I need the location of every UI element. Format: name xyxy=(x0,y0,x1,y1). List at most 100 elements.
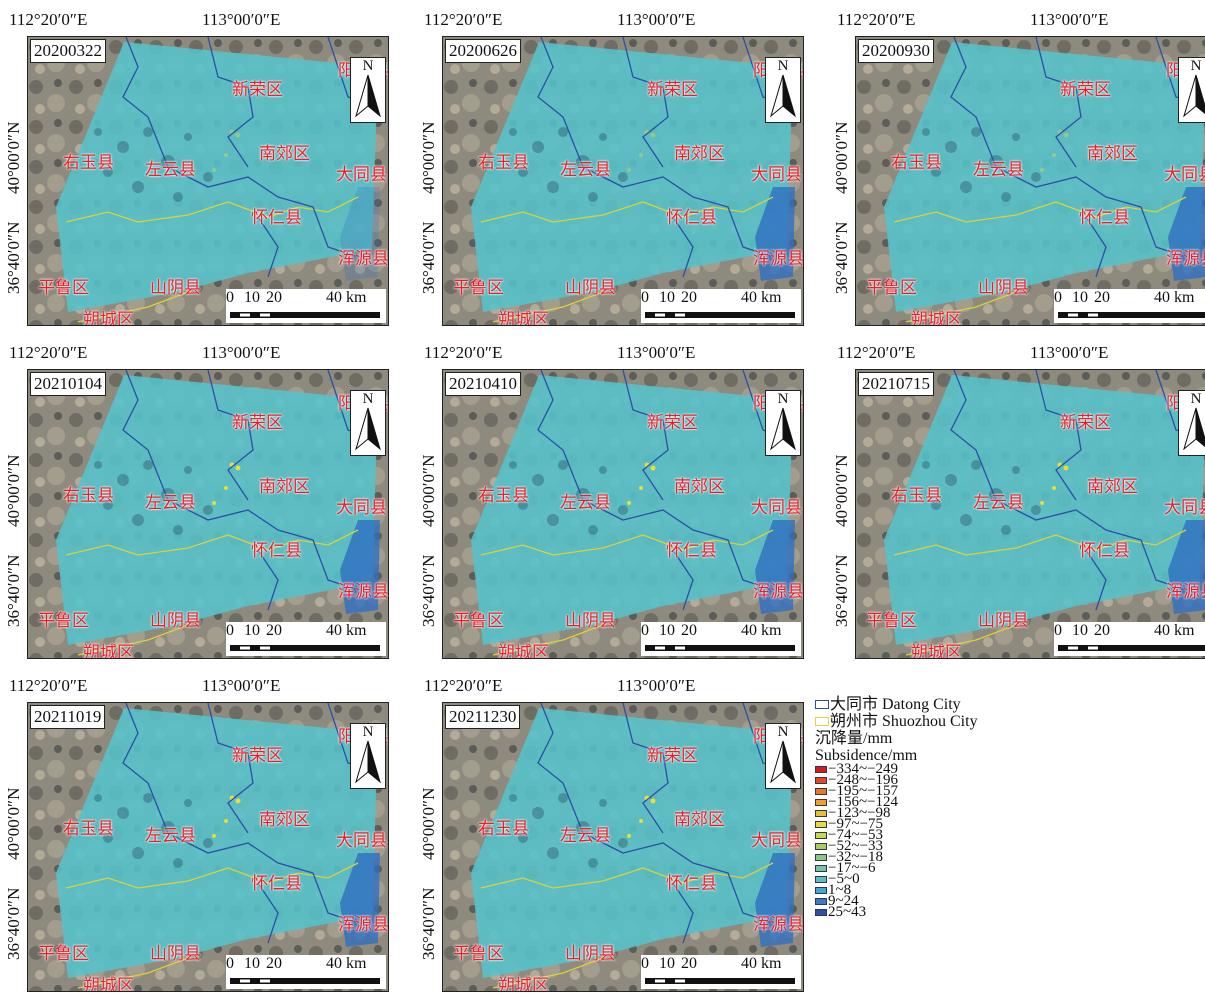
place-label-youyu: 右玉县 xyxy=(478,819,529,839)
scale-label-10: 10 xyxy=(659,289,675,306)
place-label-xinrong: 新荣区 xyxy=(647,413,698,433)
legend-class-swatch xyxy=(815,865,827,872)
place-label-nanjiao: 南郊区 xyxy=(1087,477,1138,497)
legend-class-swatch xyxy=(815,909,827,916)
legend-class-1: −248~−196 xyxy=(815,772,1205,788)
north-arrow: N xyxy=(765,57,801,123)
uplift-zone xyxy=(340,520,380,614)
place-label-shanyin: 山阴县 xyxy=(565,278,616,298)
place-label-huairen: 怀仁县 xyxy=(1079,208,1130,228)
scale-label-40: 40 km xyxy=(741,955,782,972)
scale-bar-graphic xyxy=(645,978,795,984)
place-label-xinrong: 新荣区 xyxy=(232,80,283,100)
legend-class-swatch xyxy=(815,898,827,905)
acquisition-date-label: 20210104 xyxy=(30,372,106,396)
shuozhou-boundary xyxy=(893,196,1187,223)
legend-class-9: −17~−6 xyxy=(815,861,1205,876)
north-arrow-icon xyxy=(770,407,796,451)
legend-class-label: −97~−75 xyxy=(828,816,884,832)
place-label-shuocheng: 朔城区 xyxy=(83,643,134,659)
place-label-huairen: 怀仁县 xyxy=(251,874,302,894)
north-arrow: N xyxy=(350,723,386,789)
legend-class-12: 9~24 xyxy=(815,894,1205,909)
place-label-pinglu: 平鲁区 xyxy=(453,944,504,964)
datong-boundary xyxy=(122,703,359,924)
place-label-youyu: 右玉县 xyxy=(478,486,529,506)
shuozhou-boundary xyxy=(480,862,774,889)
subsidence-raster xyxy=(884,375,1205,645)
legend-class-label: −248~−196 xyxy=(828,772,899,788)
legend-label: 大同市 Datong City xyxy=(830,695,961,713)
place-label-shuocheng: 朔城区 xyxy=(83,976,134,992)
legend-class-label: −195~−157 xyxy=(828,783,899,799)
acquisition-date-label: 20210715 xyxy=(858,372,934,396)
subsidence-spots xyxy=(212,462,241,505)
place-label-hunyuan: 浑源县 xyxy=(338,582,389,602)
place-label-zuoyun: 左云县 xyxy=(145,160,196,180)
legend-class-11: 1~8 xyxy=(815,883,1205,898)
subsidence-raster xyxy=(56,42,378,312)
north-arrow-label: N xyxy=(362,724,374,740)
legend-title-en: Subsidence/mm xyxy=(815,746,918,764)
map-frame: 20210410 阳高县 新荣区 南郊区 大同县 右玉县 左云县 怀仁县 浑源县… xyxy=(442,369,804,659)
place-label-datong-county: 大同县 xyxy=(336,165,387,185)
subsidence-spots xyxy=(212,129,241,172)
legend: 大同市 Datong City 朔州市 Shuozhou City 沉降量/mm… xyxy=(815,695,1205,920)
map-panel-20200626: 112°20′0″E 113°00′0″E 40°00′0″N 36°40′0″… xyxy=(415,10,804,326)
place-label-zuoyun: 左云县 xyxy=(145,826,196,846)
map-panel-20211230: 112°20′0″E 113°00′0″E 40°00′0″N 36°40′0″… xyxy=(415,676,804,992)
legend-class-label: −32~−18 xyxy=(828,849,884,865)
map-panel-20200930: 112°20′0″E 113°00′0″E 40°00′0″N 36°40′0″… xyxy=(828,10,1205,326)
map-image xyxy=(443,703,803,991)
place-label-youyu: 右玉县 xyxy=(478,153,529,173)
longitude-label-west: 112°20′0″E xyxy=(837,343,916,362)
north-arrow-label: N xyxy=(777,58,789,74)
datong-boundary xyxy=(950,370,1187,591)
acquisition-date-label: 20200930 xyxy=(858,39,934,63)
subsidence-raster xyxy=(56,708,378,978)
shuozhou-boundary xyxy=(480,196,774,223)
place-label-zuoyun: 左云县 xyxy=(973,493,1024,513)
latitude-label-south: 36°40′0″N xyxy=(419,554,438,627)
place-label-shuocheng: 朔城区 xyxy=(911,310,962,326)
place-label-nanjiao: 南郊区 xyxy=(1087,144,1138,164)
place-label-youyu: 右玉县 xyxy=(63,819,114,839)
scale-label-20: 20 xyxy=(266,955,282,972)
place-label-hunyuan: 浑源县 xyxy=(753,915,804,935)
map-frame: 20210715 阳高县 新荣区 南郊区 大同县 右玉县 左云县 怀仁县 浑源县… xyxy=(855,369,1205,659)
longitude-label-east: 113°00′0″E xyxy=(617,676,696,695)
longitude-label-east: 113°00′0″E xyxy=(202,10,281,29)
place-label-huairen: 怀仁县 xyxy=(666,541,717,561)
legend-class-label: −156~−124 xyxy=(828,794,899,810)
scale-label-0: 0 xyxy=(641,289,649,306)
legend-class-4: −123~−98 xyxy=(815,806,1205,821)
legend-class-0: −334~−249 xyxy=(815,762,1205,777)
north-arrow-label: N xyxy=(362,58,374,74)
place-label-pinglu: 平鲁区 xyxy=(453,278,504,298)
legend-class-swatch xyxy=(815,843,827,850)
uplift-zone xyxy=(340,187,380,281)
legend-class-5: −97~−75 xyxy=(815,816,1205,832)
longitude-label-east: 113°00′0″E xyxy=(1030,343,1109,362)
legend-class-swatch xyxy=(815,810,827,817)
scale-label-0: 0 xyxy=(1054,622,1062,639)
scale-label-0: 0 xyxy=(226,289,234,306)
place-label-nanjiao: 南郊区 xyxy=(259,810,310,830)
scale-label-0: 0 xyxy=(641,622,649,639)
legend-class-label: −52~−33 xyxy=(828,838,884,854)
latitude-label-north: 40°00′0″N xyxy=(832,454,851,527)
north-arrow-label: N xyxy=(362,391,374,407)
longitude-label-west: 112°20′0″E xyxy=(424,10,503,29)
place-label-youyu: 右玉县 xyxy=(891,486,942,506)
legend-class-swatch xyxy=(815,799,827,806)
scale-label-0: 0 xyxy=(1054,289,1062,306)
place-label-youyu: 右玉县 xyxy=(63,153,114,173)
place-label-datong-county: 大同县 xyxy=(751,831,802,851)
subsidence-raster xyxy=(56,375,378,645)
latitude-label-south: 36°40′0″N xyxy=(419,887,438,960)
scale-label-40: 40 km xyxy=(741,289,782,306)
shuozhou-boundary xyxy=(65,196,359,223)
north-arrow: N xyxy=(765,723,801,789)
acquisition-date-label: 20200626 xyxy=(445,39,521,63)
legend-class-swatch xyxy=(815,821,827,828)
